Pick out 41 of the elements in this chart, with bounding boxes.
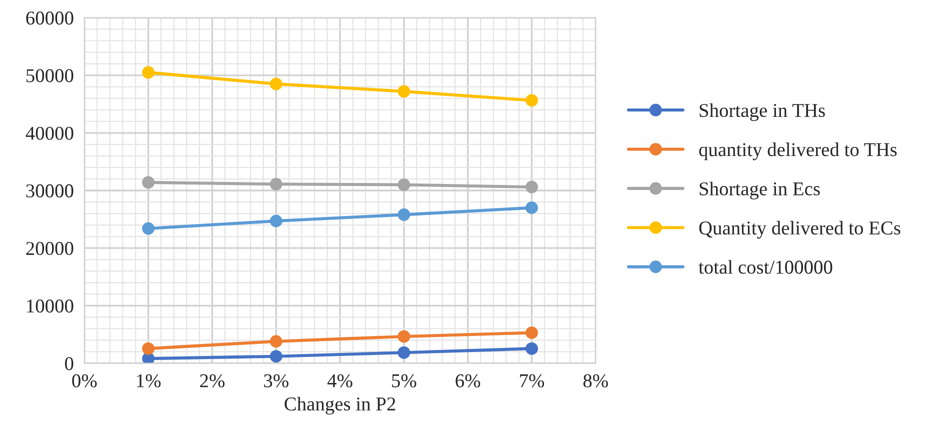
y-tick-label: 40000 xyxy=(26,126,74,140)
point xyxy=(398,178,410,191)
x-tick-label: 4% xyxy=(327,374,352,388)
x-tick-label: 3% xyxy=(264,374,288,388)
x-tick-label: 0% xyxy=(72,374,97,388)
point xyxy=(270,214,282,228)
y-tick-label: 30000 xyxy=(26,184,74,198)
point xyxy=(142,342,155,355)
x-tick-label: 1% xyxy=(137,374,161,388)
x-tick-label: 6% xyxy=(456,374,480,388)
x-axis-title: Changes in P2 xyxy=(284,396,396,415)
point xyxy=(525,342,538,355)
point xyxy=(270,335,282,348)
legend-label: Shortage in THs xyxy=(700,103,825,122)
point xyxy=(270,178,282,190)
x-tick-label: 2% xyxy=(200,374,225,388)
point xyxy=(270,78,282,90)
point xyxy=(142,176,155,189)
x-tick-label: 8% xyxy=(583,374,608,388)
y-tick-label: 0 xyxy=(65,357,74,370)
point xyxy=(398,208,410,221)
y-tick-label: 50000 xyxy=(26,69,74,82)
point xyxy=(270,350,282,363)
point xyxy=(525,180,538,194)
point xyxy=(525,326,538,339)
point xyxy=(398,346,410,359)
point xyxy=(398,85,410,98)
point xyxy=(525,202,538,214)
legend-label: Quantity delivered to ECs xyxy=(699,220,900,239)
legend-label: quantity delivered to THs xyxy=(699,142,897,160)
point xyxy=(142,222,155,235)
legend-label: total cost/100000 xyxy=(698,260,832,274)
point xyxy=(142,66,155,79)
legend-label: Shortage in Ecs xyxy=(700,182,820,200)
y-tick-label: 60000 xyxy=(26,12,74,25)
point xyxy=(398,330,410,343)
x-tick-label: 7% xyxy=(520,374,544,388)
y-tick-label: 20000 xyxy=(26,242,74,256)
y-tick-label: 10000 xyxy=(27,299,74,313)
point xyxy=(525,94,538,107)
x-tick-label: 5% xyxy=(392,374,416,388)
